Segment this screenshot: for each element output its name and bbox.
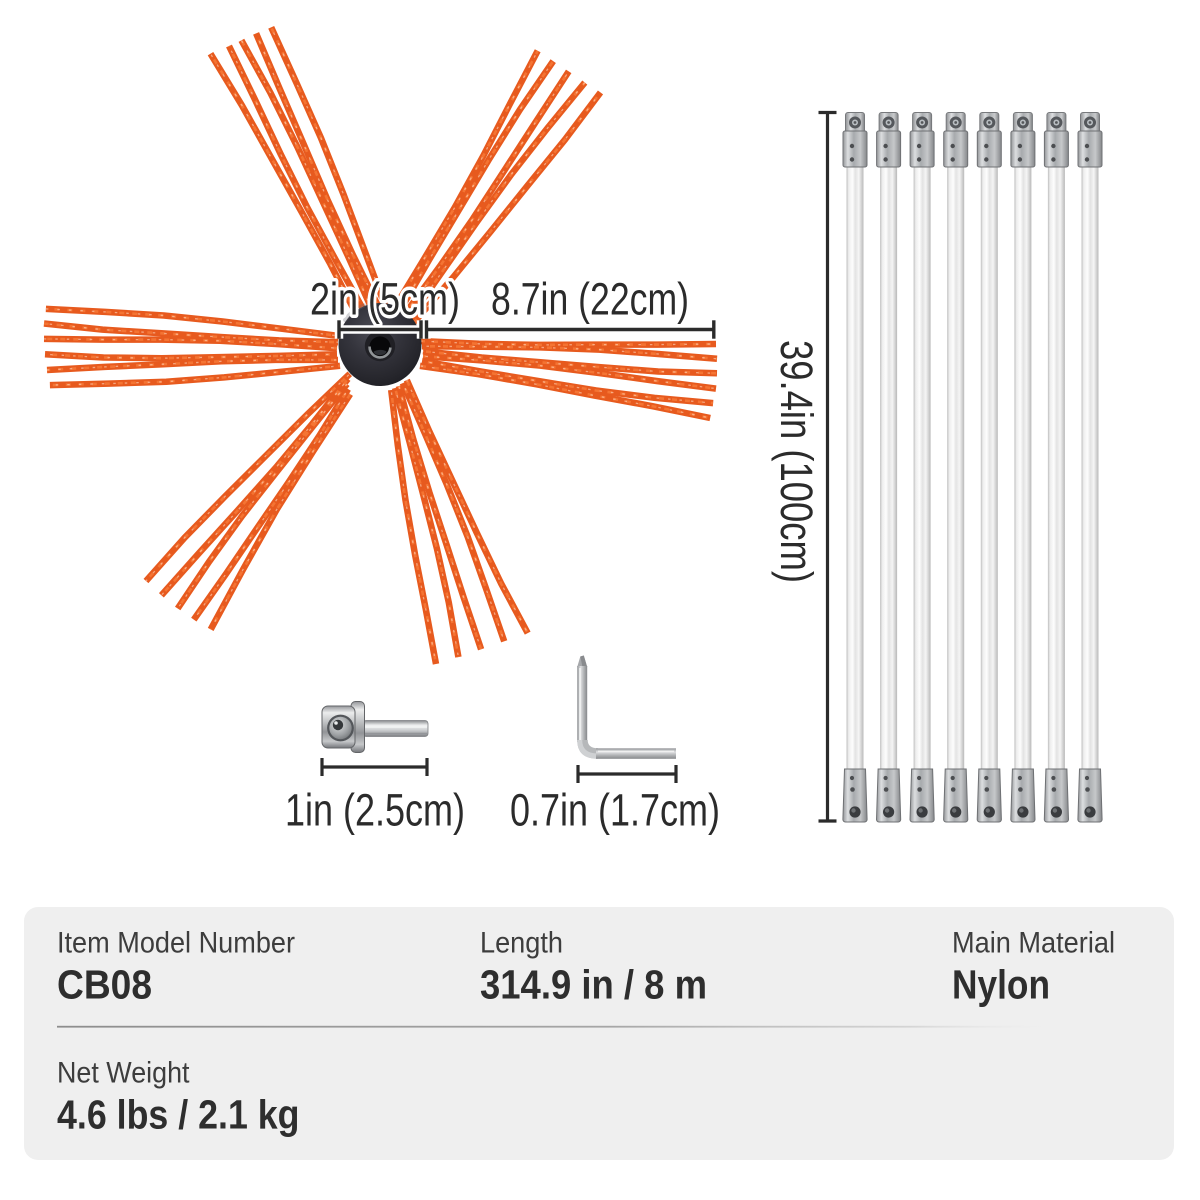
svg-text:1in (2.5cm): 1in (2.5cm) — [285, 785, 465, 836]
svg-text:Item Model Number: Item Model Number — [57, 927, 295, 960]
svg-text:CB08: CB08 — [57, 962, 152, 1008]
svg-text:314.9 in / 8 m: 314.9 in / 8 m — [480, 962, 707, 1008]
svg-text:Nylon: Nylon — [952, 962, 1050, 1008]
svg-text:Main Material: Main Material — [952, 927, 1115, 960]
svg-text:8.7in (22cm): 8.7in (22cm) — [491, 274, 689, 325]
svg-text:2in (5cm): 2in (5cm) — [310, 274, 460, 325]
svg-text:39.4in (100cm): 39.4in (100cm) — [771, 340, 822, 583]
svg-text:0.7in (1.7cm): 0.7in (1.7cm) — [510, 785, 720, 836]
svg-text:4.6 lbs / 2.1 kg: 4.6 lbs / 2.1 kg — [57, 1092, 300, 1138]
svg-text:Net Weight: Net Weight — [57, 1057, 190, 1090]
svg-text:Length: Length — [480, 927, 563, 960]
